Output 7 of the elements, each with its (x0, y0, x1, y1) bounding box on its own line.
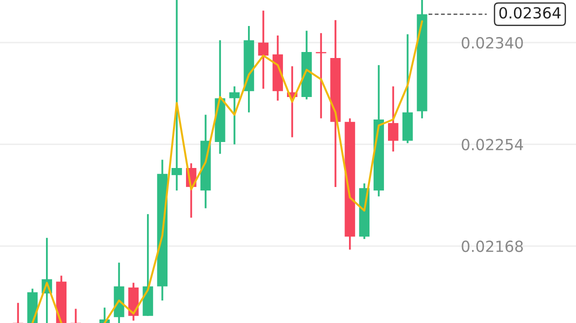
ref-line-label: 0.02364 (499, 7, 561, 19)
y-tick-label: 0.02168 (462, 240, 523, 252)
candlestick (172, 0, 182, 192)
candlestick (258, 10, 269, 90)
y-tick-label: 0.02254 (462, 138, 524, 150)
candlestick (388, 85, 398, 152)
y-tick-label: 0.02340 (462, 37, 523, 49)
